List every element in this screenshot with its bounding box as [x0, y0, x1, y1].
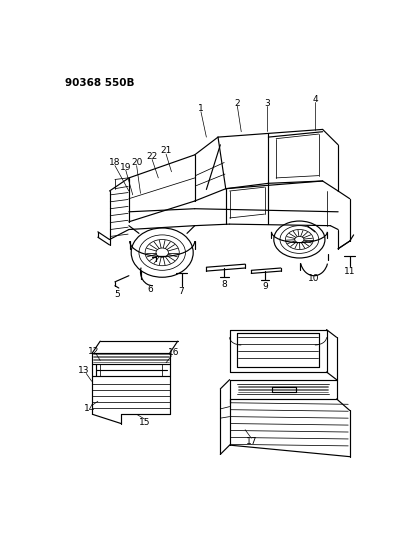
Text: 21: 21 [160, 147, 172, 156]
Text: 90368 550B: 90368 550B [65, 78, 134, 88]
Text: 8: 8 [222, 280, 227, 289]
Text: 16: 16 [168, 348, 180, 357]
Text: 9: 9 [262, 282, 268, 291]
Text: 14: 14 [84, 403, 96, 413]
Text: 12: 12 [88, 346, 100, 356]
Text: 20: 20 [131, 158, 142, 167]
Text: 1: 1 [198, 104, 204, 113]
Text: 3: 3 [264, 99, 270, 108]
Text: 7: 7 [179, 287, 185, 296]
Text: 6: 6 [147, 285, 152, 294]
Text: 15: 15 [139, 417, 150, 426]
Text: 19: 19 [120, 163, 132, 172]
Text: 2: 2 [235, 99, 240, 108]
Text: 17: 17 [246, 437, 257, 446]
Text: 11: 11 [344, 268, 356, 276]
Text: 13: 13 [78, 366, 90, 375]
Text: 22: 22 [146, 152, 158, 161]
Text: 4: 4 [312, 95, 318, 104]
Text: 10: 10 [308, 273, 320, 282]
Text: 18: 18 [109, 158, 121, 167]
Text: 5: 5 [114, 290, 120, 300]
